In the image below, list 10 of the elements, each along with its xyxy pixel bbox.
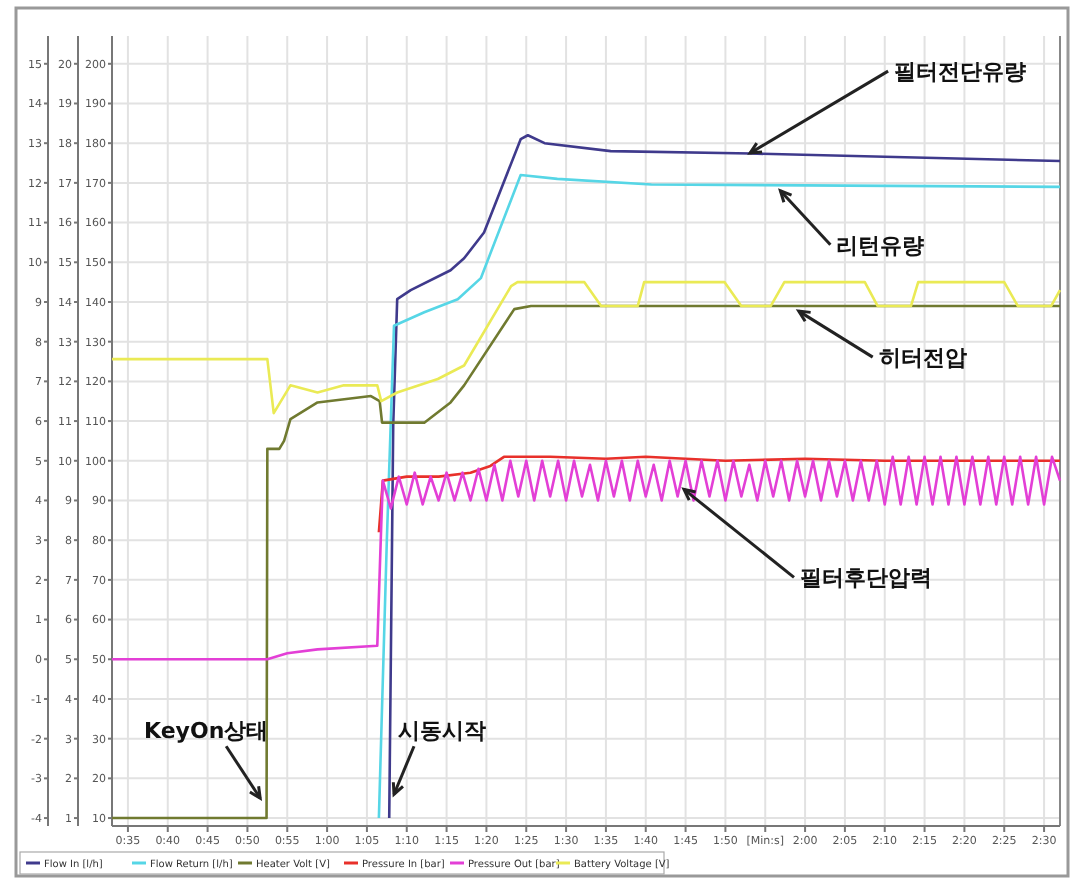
annotation: 히터전압 bbox=[878, 345, 967, 372]
annotation: KeyOn상태 bbox=[144, 718, 269, 745]
annotation: 필터후단압력 bbox=[799, 565, 932, 592]
annotation: 필터전단유량 bbox=[894, 59, 1027, 86]
line-series bbox=[110, 455, 1062, 661]
line-series bbox=[110, 304, 1062, 820]
line-series bbox=[110, 280, 1062, 415]
annotation: 리턴유량 bbox=[836, 232, 925, 259]
line-series bbox=[377, 455, 1062, 534]
annotation: 시동시작 bbox=[398, 718, 487, 745]
